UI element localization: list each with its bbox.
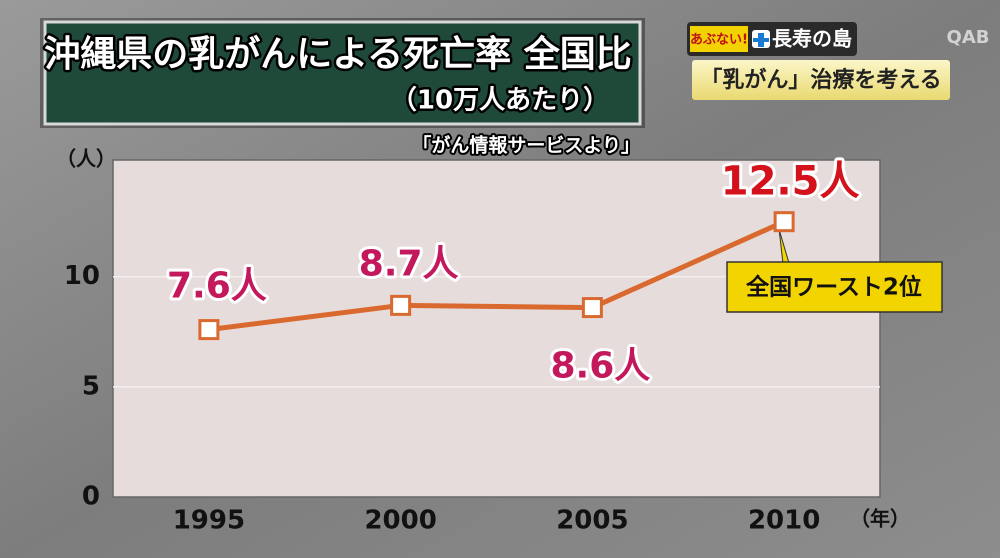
point-marker — [390, 294, 412, 316]
value-label: 7.6人 — [167, 266, 267, 307]
point-marker — [198, 319, 220, 341]
corner-series: 長寿の島 — [772, 27, 852, 51]
value-label: 12.5人 — [721, 159, 860, 205]
point-marker — [773, 211, 795, 233]
y-tick-label: 10 — [64, 261, 100, 291]
value-label: 8.6人 — [550, 346, 650, 387]
cross-icon — [753, 33, 769, 47]
corner-badge: あぶない! — [690, 33, 748, 48]
x-tick-label: 2005 — [556, 506, 628, 536]
topic-box — [692, 60, 950, 100]
x-tick-label: 2010 — [748, 506, 820, 536]
title-box — [43, 20, 642, 126]
x-axis-label: （年） — [850, 507, 910, 531]
badge-bg — [690, 26, 748, 52]
x-tick-label: 1995 — [173, 506, 245, 536]
callout-box — [726, 261, 943, 313]
data-line — [208, 219, 786, 333]
y-axis-label: （人） — [56, 147, 116, 171]
annotation: 全国ワースト2位 — [745, 274, 922, 301]
chart-title: 沖縄県の乳がんによる死亡率 全国比 — [44, 33, 631, 75]
plot-layer: 0 5 10 1995 2000 2005 2010 全国ワースト2位 7.6人 8.7人 8.6人… — [64, 156, 943, 536]
y-tick-label: 5 — [82, 371, 100, 401]
plot-area — [112, 159, 881, 498]
x-tick-label: 2000 — [364, 506, 436, 536]
chart-subtitle: （10万人あたり） — [391, 86, 609, 116]
y-tick-label: 0 — [82, 482, 100, 512]
value-label: 8.7人 — [359, 243, 459, 284]
station-logo: QAB — [947, 27, 990, 48]
point-marker — [581, 297, 603, 319]
source: 「がん情報サービスより」 — [412, 134, 640, 157]
corner-topic: 「乳がん」治療を考える — [700, 67, 941, 93]
